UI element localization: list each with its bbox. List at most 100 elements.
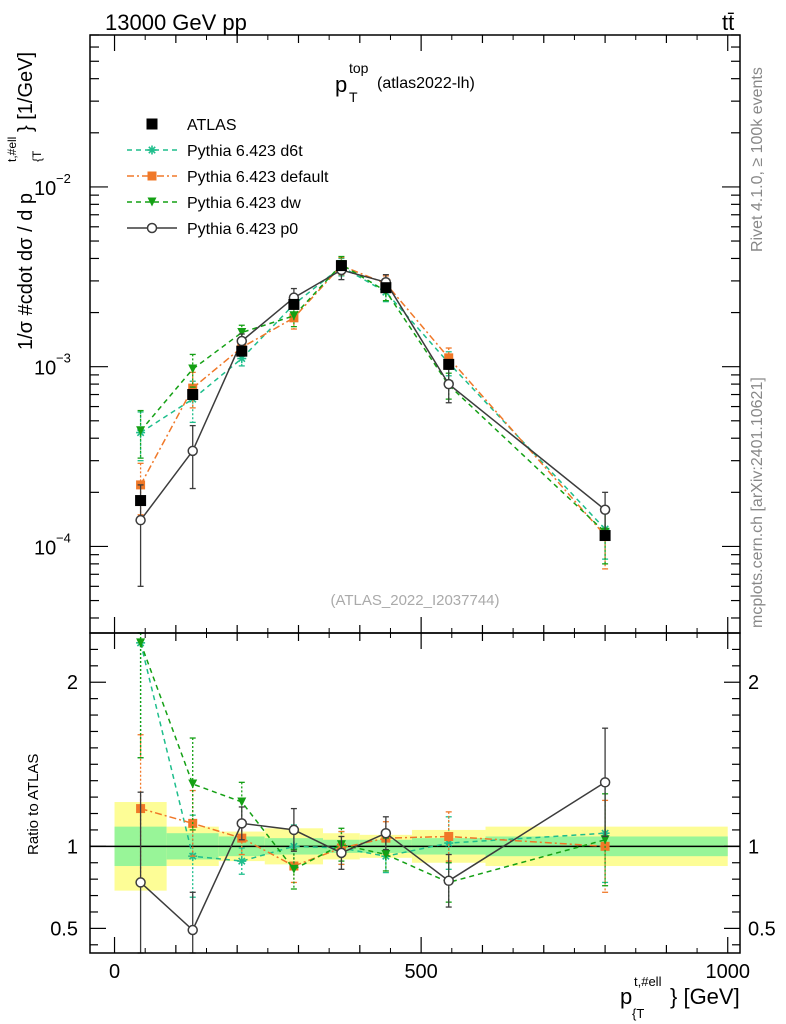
data-point-marker	[288, 298, 300, 310]
ylabel-suffix: } [1/GeV]	[15, 52, 37, 132]
data-point-marker	[599, 530, 611, 542]
ratio-y-tick-labels: 0.5 0.5 1 1 2 2	[50, 672, 776, 940]
legend-item: Pythia 6.423 p0	[127, 221, 298, 238]
series-pythia-6-423-default	[136, 256, 610, 570]
data-point-marker	[237, 327, 247, 337]
data-point-marker	[381, 850, 391, 860]
ratio-uncertainty-bands	[90, 802, 740, 891]
xlabel-base: p	[620, 984, 632, 1009]
ratio-y-axis-label: Ratio to ATLAS	[25, 754, 42, 855]
data-point-marker	[188, 779, 198, 789]
series-line	[140, 269, 606, 521]
legend-item: Pythia 6.423 dw	[127, 195, 301, 212]
data-point-marker	[444, 831, 454, 841]
xlabel-sup: t,#ell	[634, 974, 662, 989]
data-point-marker	[136, 426, 146, 436]
star-stroke	[238, 857, 246, 865]
data-point-marker	[443, 875, 454, 887]
process-label: tt̄	[722, 10, 734, 35]
x-tick-label: 500	[404, 961, 437, 983]
ratio-y-tick-label-left: 1	[67, 836, 78, 858]
series-pythia-6-423-p0	[135, 727, 611, 954]
title-rest: (atlas2022-lh)	[377, 75, 475, 92]
data-point-marker	[136, 638, 146, 648]
ratio-y-tick-label-right: 1	[748, 836, 759, 858]
legend-label: Pythia 6.423 d6t	[187, 143, 303, 160]
data-point-marker	[380, 827, 392, 839]
main-y-tick-labels: 10−410−310−2	[34, 171, 71, 560]
star-stroke	[148, 146, 156, 154]
data-point-marker	[444, 353, 454, 363]
data-point-marker	[147, 197, 157, 207]
data-point-marker	[599, 504, 611, 516]
legend-item: Pythia 6.423 d6t	[127, 143, 303, 160]
data-point-marker	[335, 260, 347, 272]
main-y-tick-label: 10 −2	[34, 171, 71, 200]
plot-title: p top T (atlas2022-lh)	[335, 60, 475, 105]
series-line	[140, 807, 606, 867]
ylabel-prefix: 1/σ #cdot dσ / d p	[15, 193, 37, 350]
data-point-marker	[288, 824, 300, 836]
xlabel-sub: {T	[632, 1006, 644, 1021]
ratio-series-layer	[135, 632, 611, 954]
tick-mantissa: 10	[34, 358, 56, 380]
series-pythia-6-423-default	[136, 734, 610, 893]
legend-item: Pythia 6.423 default	[127, 169, 329, 186]
title-sub: T	[349, 89, 358, 105]
series-line	[139, 264, 606, 536]
data-point-marker	[289, 864, 299, 874]
xlabel-rest: } [GeV]	[670, 984, 740, 1009]
data-point-marker	[187, 389, 199, 401]
legend-label: Pythia 6.423 p0	[187, 221, 298, 238]
legend-label: Pythia 6.423 default	[187, 169, 329, 186]
x-tick-label: 0	[109, 961, 120, 983]
energy-label: 13000 GeV pp	[105, 10, 247, 35]
series-pythia-6-423-d6t	[136, 257, 610, 560]
legend-item: ATLAS	[146, 117, 237, 134]
legend: ATLAS Pythia 6.423 d6t Pythia 6.423 defaul…	[127, 117, 329, 238]
series-pythia-6-423-p0	[135, 260, 611, 587]
main-y-tick-label: 10 −4	[34, 530, 71, 559]
series-line	[140, 265, 606, 530]
x-tick-label: 1000	[705, 961, 750, 983]
ratio-y-tick-label-right: 2	[748, 672, 759, 694]
x-tick-labels: 0 500 1000	[109, 961, 750, 983]
data-point-marker	[188, 383, 198, 393]
ratio-y-tick-label-left: 0.5	[50, 918, 78, 940]
data-point-marker	[289, 311, 299, 321]
data-point-marker	[236, 345, 248, 357]
data-point-marker	[236, 818, 248, 829]
data-point-marker	[236, 335, 248, 347]
main-y-tick-label: 10 −3	[34, 351, 71, 380]
ratio-panel-frame	[89, 632, 741, 954]
main-axes	[90, 34, 740, 633]
title-sup: top	[349, 60, 369, 76]
mcplots-label: mcplots.cern.ch [arXiv:2401.10621]	[749, 377, 766, 628]
ratio-y-tick-label-right: 0.5	[748, 918, 776, 940]
main-series-layer	[135, 255, 611, 587]
data-point-marker	[600, 835, 610, 845]
analysis-watermark: (ATLAS_2022_I2037744)	[330, 592, 499, 609]
tick-exponent: −4	[56, 530, 71, 545]
rivet-label: Rivet 4.1.0, ≥ 100k events	[749, 67, 766, 252]
series-pythia-6-423-dw	[136, 255, 610, 565]
data-point-marker	[135, 514, 146, 526]
data-point-marker	[147, 171, 157, 181]
ratio-y-tick-label-left: 2	[67, 672, 78, 694]
data-point-marker	[146, 118, 158, 130]
ylabel-sup: t,#ell	[5, 137, 19, 162]
data-point-marker	[443, 378, 454, 390]
legend-label: ATLAS	[187, 117, 237, 134]
data-point-marker	[237, 797, 247, 807]
data-point-marker	[443, 358, 455, 370]
ratio-axes	[90, 633, 740, 953]
data-point-marker	[147, 145, 157, 155]
data-point-marker	[135, 495, 147, 507]
data-point-marker	[187, 445, 198, 457]
data-point-marker	[146, 222, 158, 234]
data-point-marker	[135, 877, 146, 888]
ylabel-sub: {T	[30, 150, 44, 162]
tick-exponent: −3	[56, 351, 71, 366]
data-point-marker	[187, 924, 198, 936]
